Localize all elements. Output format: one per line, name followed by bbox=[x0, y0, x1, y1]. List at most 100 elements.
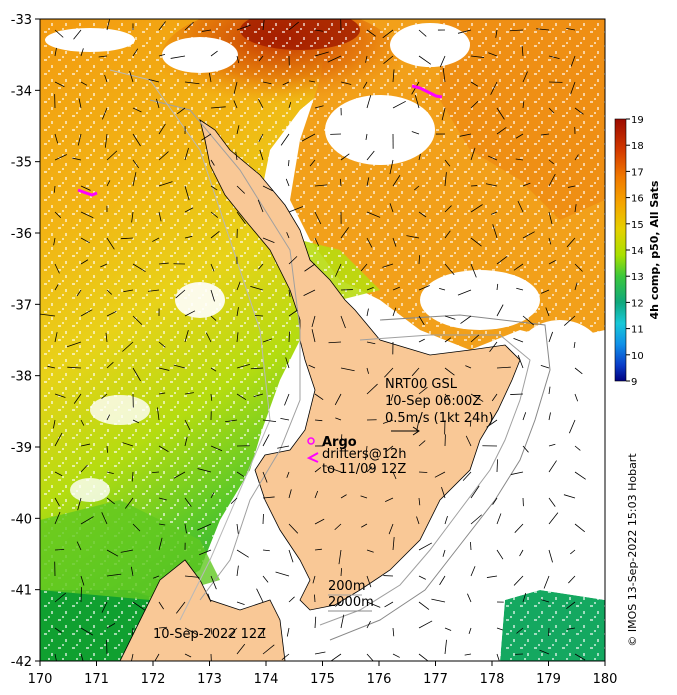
current-arrow bbox=[80, 587, 82, 603]
current-arrow bbox=[470, 334, 480, 343]
current-arrow bbox=[431, 598, 446, 603]
current-arrow bbox=[470, 55, 485, 58]
current-arrow bbox=[256, 588, 264, 603]
current-arrow bbox=[288, 102, 292, 109]
current-arrow bbox=[47, 365, 56, 369]
current-arrow bbox=[184, 523, 187, 534]
current-arrow bbox=[236, 523, 239, 534]
current-arrow bbox=[418, 338, 425, 343]
current-arrow bbox=[522, 445, 529, 453]
current-arrow bbox=[548, 173, 556, 187]
current-arrow bbox=[490, 81, 498, 95]
current-arrow bbox=[152, 471, 160, 474]
current-arrow bbox=[184, 21, 194, 31]
current-arrow bbox=[184, 627, 198, 635]
current-arrow bbox=[106, 237, 115, 250]
y-tick-label: -39 bbox=[11, 441, 32, 456]
current-arrow bbox=[340, 315, 346, 329]
current-arrow bbox=[536, 28, 550, 31]
current-arrow bbox=[340, 81, 352, 85]
current-arrow bbox=[522, 315, 535, 326]
current-arrow bbox=[444, 393, 451, 401]
current-arrow bbox=[548, 237, 552, 245]
current-arrow bbox=[513, 338, 524, 343]
current-arrow bbox=[210, 367, 217, 372]
colorbar-tick-label: 15 bbox=[631, 220, 644, 231]
current-arrow bbox=[418, 153, 421, 161]
current-arrow bbox=[540, 599, 550, 603]
current-arrow bbox=[574, 523, 586, 533]
current-arrow bbox=[262, 419, 277, 423]
current-arrow bbox=[132, 601, 146, 611]
current-arrow bbox=[54, 211, 62, 218]
current-arrow bbox=[257, 199, 264, 213]
current-arrow bbox=[258, 133, 264, 143]
current-arrow bbox=[308, 364, 316, 369]
current-arrow bbox=[102, 107, 108, 120]
current-arrow bbox=[262, 496, 275, 499]
current-arrow bbox=[366, 177, 370, 187]
current-arrow bbox=[80, 185, 91, 191]
credit-label: © IMOS 13-Sep-2022 15:03 Hobart bbox=[626, 453, 639, 647]
current-arrow bbox=[406, 235, 420, 239]
current-arrow bbox=[366, 150, 375, 161]
current-arrow bbox=[77, 497, 82, 511]
current-arrow bbox=[132, 107, 142, 113]
current-arrow bbox=[262, 338, 273, 343]
current-arrow bbox=[262, 471, 268, 483]
current-arrow bbox=[418, 497, 421, 506]
current-arrow bbox=[416, 419, 420, 431]
current-arrow bbox=[175, 289, 186, 299]
current-arrow bbox=[154, 653, 160, 661]
current-arrow bbox=[567, 185, 576, 188]
current-arrow bbox=[366, 211, 381, 218]
current-arrow bbox=[210, 575, 217, 590]
drifter-marker bbox=[306, 452, 319, 463]
current-arrow bbox=[132, 263, 146, 273]
current-arrow bbox=[262, 81, 272, 85]
y-axis: -33 -34 -35 -36 -37 -38 -39 -40 -41 -42 bbox=[11, 13, 40, 670]
current-arrow bbox=[76, 289, 82, 297]
colorbar-tick-label: 12 bbox=[631, 298, 644, 309]
current-arrow bbox=[120, 237, 134, 240]
current-arrow bbox=[441, 107, 446, 121]
current-arrow bbox=[54, 47, 57, 57]
current-arrow bbox=[340, 227, 350, 239]
current-arrow bbox=[314, 419, 323, 422]
current-arrow bbox=[385, 445, 394, 453]
current-arrow bbox=[54, 284, 59, 291]
current-arrow bbox=[314, 518, 325, 525]
current-arrow bbox=[496, 304, 504, 317]
current-arrow bbox=[566, 28, 576, 31]
current-arrow bbox=[205, 332, 212, 343]
current-arrow bbox=[338, 549, 342, 565]
current-arrow bbox=[314, 237, 320, 247]
current-arrow bbox=[236, 565, 239, 577]
current-arrow bbox=[392, 286, 400, 291]
current-arrow bbox=[309, 80, 316, 83]
current-arrow bbox=[207, 593, 212, 603]
current-arrow bbox=[77, 133, 82, 146]
current-arrow bbox=[574, 282, 578, 291]
current-arrow bbox=[106, 150, 118, 161]
current-arrow bbox=[288, 206, 304, 213]
current-arrow bbox=[515, 158, 524, 161]
current-arrow bbox=[106, 445, 108, 453]
current-arrow bbox=[158, 341, 166, 348]
current-arrow bbox=[365, 133, 368, 141]
contour-200m-east bbox=[319, 334, 531, 626]
current-arrow bbox=[392, 307, 397, 317]
sst-field bbox=[40, 19, 605, 661]
current-arrow bbox=[361, 523, 368, 528]
current-arrow bbox=[132, 523, 141, 532]
current-arrow bbox=[80, 419, 85, 426]
current-arrow bbox=[444, 205, 452, 213]
current-arrow bbox=[147, 289, 160, 292]
current-arrow bbox=[548, 460, 557, 473]
current-arrow bbox=[366, 286, 374, 291]
current-arrow bbox=[80, 443, 91, 447]
current-arrow bbox=[130, 566, 134, 577]
current-arrow bbox=[469, 419, 472, 427]
current-arrow bbox=[262, 549, 270, 552]
x-tick-label: 179 bbox=[536, 672, 561, 687]
